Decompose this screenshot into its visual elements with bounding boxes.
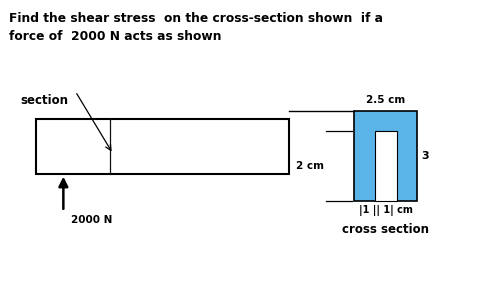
Text: Find the shear stress  on the cross-section shown  if a: Find the shear stress on the cross-secti… <box>9 12 382 25</box>
Text: 2000 N: 2000 N <box>71 215 112 225</box>
Text: 2.5 cm: 2.5 cm <box>365 95 405 105</box>
Text: 2 cm: 2 cm <box>295 161 323 171</box>
Bar <box>36 119 288 174</box>
Bar <box>353 111 417 201</box>
Bar <box>374 131 396 201</box>
Text: cross section: cross section <box>342 223 428 236</box>
Text: section: section <box>20 94 68 107</box>
Text: |1 || 1| cm: |1 || 1| cm <box>358 205 412 216</box>
Text: force of  2000 N acts as shown: force of 2000 N acts as shown <box>9 29 221 42</box>
Text: 3: 3 <box>421 151 428 161</box>
